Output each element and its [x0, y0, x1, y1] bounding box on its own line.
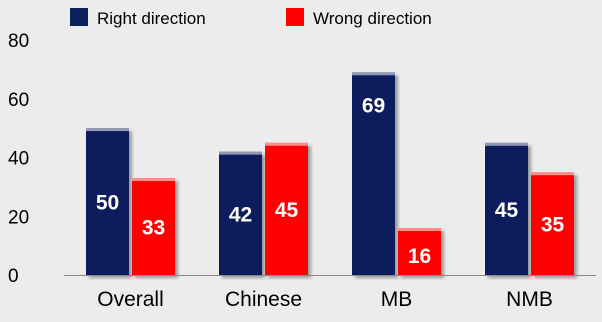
bar-1-3: [531, 172, 574, 275]
bar-0-3: [485, 142, 528, 275]
bar-highlight-0-1: [219, 151, 262, 155]
bar-highlight-1-2: [398, 228, 441, 231]
bar-highlight-1-0: [132, 178, 175, 182]
y-tick-label: 60: [8, 90, 29, 111]
x-axis: Overall Chinese MB NMB: [64, 275, 596, 311]
legend-label: Wrong direction: [313, 9, 432, 28]
data-label: 69: [362, 94, 385, 117]
bar-1-2: [398, 228, 441, 275]
data-label: 50: [96, 192, 119, 215]
bar-highlight-0-0: [86, 128, 129, 132]
y-tick-label: 80: [8, 31, 29, 52]
y-axis: 0 20 40 60 80: [8, 31, 29, 287]
data-label: 16: [408, 245, 431, 268]
bar-0-2: [352, 72, 395, 275]
bar-1-1: [265, 142, 308, 275]
bar-0-1: [219, 151, 262, 275]
bar-0-0: [86, 128, 129, 275]
data-label: 45: [495, 199, 519, 222]
y-tick-label: 0: [8, 266, 19, 287]
bar-highlight-1-3: [531, 172, 574, 176]
x-category-label: Overall: [97, 288, 164, 311]
bar-1-0: [132, 178, 175, 275]
x-category-label: Chinese: [225, 288, 302, 311]
data-label: 45: [275, 199, 299, 222]
data-label: 33: [142, 217, 165, 240]
bars: 50 33 42 45 69 16 45 35: [86, 72, 574, 275]
bar-highlight-0-3: [485, 142, 528, 146]
bar-highlight-1-1: [265, 142, 308, 146]
legend-swatch-0: [70, 8, 88, 26]
legend: Right direction Wrong direction: [70, 8, 432, 28]
y-tick-label: 40: [8, 149, 29, 170]
legend-label: Right direction: [97, 9, 206, 28]
y-tick-label: 20: [8, 207, 29, 228]
data-label: 35: [541, 214, 565, 237]
legend-swatch-1: [286, 8, 304, 26]
x-category-label: NMB: [506, 288, 553, 311]
x-category-label: MB: [381, 288, 413, 311]
data-label: 42: [229, 203, 252, 226]
bar-highlight-0-2: [352, 72, 395, 76]
